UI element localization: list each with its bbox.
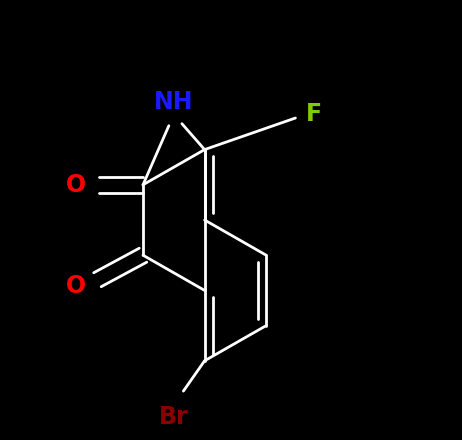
Text: F: F [306, 103, 322, 126]
Text: Br: Br [159, 405, 188, 429]
Text: NH: NH [154, 90, 194, 114]
Text: O: O [66, 274, 86, 298]
Text: O: O [66, 173, 86, 197]
